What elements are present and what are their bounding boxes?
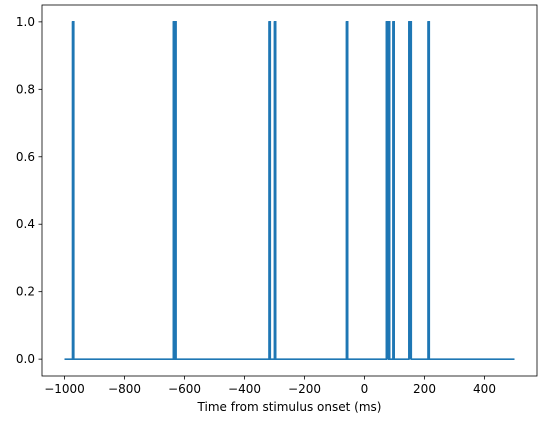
x-tick-label: −800: [108, 382, 141, 396]
x-tick-label: −600: [168, 382, 201, 396]
x-tick-label: 0: [361, 382, 369, 396]
x-tick-label: 200: [413, 382, 436, 396]
x-tick-label: −400: [228, 382, 261, 396]
x-axis: −1000 −800 −600 −400 −200 0 200 400: [44, 376, 496, 396]
x-tick-label: 400: [473, 382, 496, 396]
y-axis: 0.0 0.2 0.4 0.6 0.8 1.0: [16, 15, 42, 366]
y-tick-label: 0.4: [16, 217, 35, 231]
x-tick-label: −1000: [44, 382, 85, 396]
y-tick-label: 0.8: [16, 82, 35, 96]
y-tick-label: 0.2: [16, 285, 35, 299]
y-tick-label: 1.0: [16, 15, 35, 29]
x-tick-label: −200: [288, 382, 321, 396]
axes-box: [41, 4, 538, 377]
series-line-group: [64, 21, 515, 360]
y-tick-label: 0.6: [16, 150, 35, 164]
y-tick-label: 0.0: [16, 352, 35, 366]
axes-frame: [41, 4, 538, 377]
x-axis-label: Time from stimulus onset (ms): [197, 400, 382, 414]
series-line: [64, 21, 515, 360]
